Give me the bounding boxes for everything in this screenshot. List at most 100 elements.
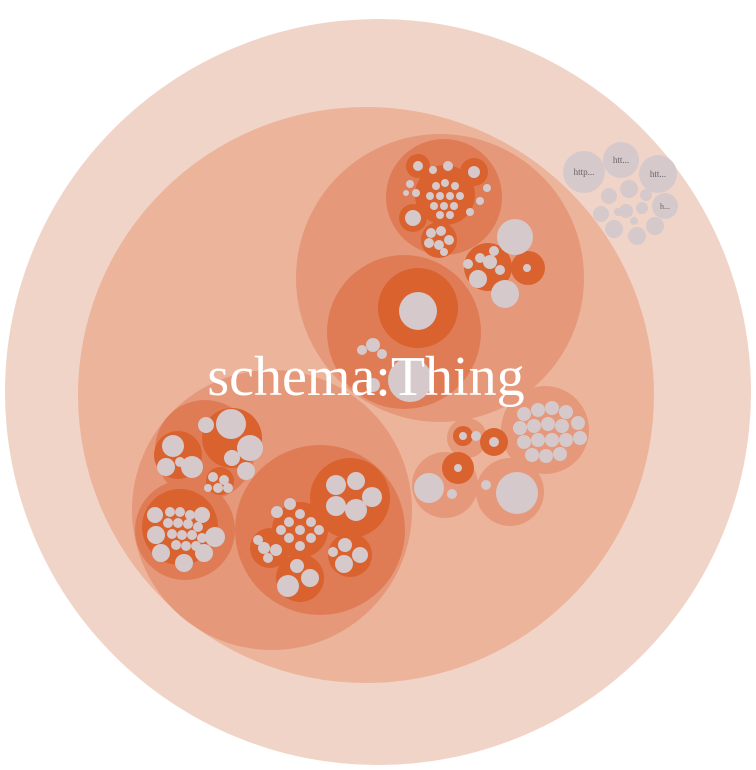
side-leaf[interactable] bbox=[620, 180, 638, 198]
leaf-circle[interactable] bbox=[497, 219, 533, 255]
leaf-circle[interactable] bbox=[513, 421, 527, 435]
leaf-circle[interactable] bbox=[539, 449, 553, 463]
leaf-circle[interactable] bbox=[454, 464, 462, 472]
leaf-circle[interactable] bbox=[483, 255, 497, 269]
leaf-circle[interactable] bbox=[463, 259, 473, 269]
leaf-circle[interactable] bbox=[531, 403, 545, 417]
leaf-circle[interactable] bbox=[441, 179, 449, 187]
leaf-circle[interactable] bbox=[399, 292, 437, 330]
leaf-circle[interactable] bbox=[436, 192, 444, 200]
leaf-circle[interactable] bbox=[476, 197, 484, 205]
leaf-circle[interactable] bbox=[216, 409, 246, 439]
side-leaf[interactable] bbox=[646, 217, 664, 235]
leaf-circle[interactable] bbox=[531, 433, 545, 447]
leaf-circle[interactable] bbox=[471, 431, 481, 441]
leaf-circle[interactable] bbox=[559, 433, 573, 447]
leaf-circle[interactable] bbox=[573, 431, 587, 445]
leaf-circle[interactable] bbox=[468, 166, 480, 178]
leaf-circle[interactable] bbox=[447, 489, 457, 499]
leaf-circle[interactable] bbox=[429, 166, 437, 174]
leaf-circle[interactable] bbox=[545, 401, 559, 415]
side-leaf[interactable] bbox=[636, 202, 648, 214]
leaf-circle[interactable] bbox=[553, 447, 567, 461]
leaf-circle[interactable] bbox=[413, 161, 423, 171]
leaf-circle[interactable] bbox=[162, 435, 184, 457]
leaf-circle[interactable] bbox=[475, 253, 485, 263]
leaf-circle[interactable] bbox=[555, 419, 569, 433]
leaf-circle[interactable] bbox=[430, 202, 438, 210]
leaf-circle[interactable] bbox=[481, 480, 491, 490]
leaf-circle[interactable] bbox=[571, 416, 585, 430]
leaf-circle[interactable] bbox=[377, 349, 387, 359]
leaf-circle[interactable] bbox=[347, 472, 365, 490]
side-leaf[interactable] bbox=[593, 206, 609, 222]
leaf-circle[interactable] bbox=[284, 533, 294, 543]
leaf-circle[interactable] bbox=[469, 270, 487, 288]
leaf-circle[interactable] bbox=[338, 538, 352, 552]
leaf-circle[interactable] bbox=[258, 542, 270, 554]
leaf-circle[interactable] bbox=[446, 192, 454, 200]
leaf-circle[interactable] bbox=[326, 496, 346, 516]
leaf-circle[interactable] bbox=[440, 202, 448, 210]
leaf-circle[interactable] bbox=[306, 533, 316, 543]
side-leaf[interactable] bbox=[614, 208, 622, 216]
leaf-circle[interactable] bbox=[147, 526, 165, 544]
leaf-circle[interactable] bbox=[443, 161, 453, 171]
leaf-circle[interactable] bbox=[175, 457, 185, 467]
leaf-circle[interactable] bbox=[541, 417, 555, 431]
leaf-circle[interactable] bbox=[406, 180, 414, 188]
leaf-circle[interactable] bbox=[193, 522, 203, 532]
leaf-circle[interactable] bbox=[366, 338, 380, 352]
leaf-circle[interactable] bbox=[328, 547, 338, 557]
leaf-circle[interactable] bbox=[352, 547, 368, 563]
side-leaf[interactable] bbox=[563, 151, 605, 193]
leaf-circle[interactable] bbox=[545, 433, 559, 447]
leaf-circle[interactable] bbox=[466, 208, 474, 216]
leaf-circle[interactable] bbox=[237, 462, 255, 480]
leaf-circle[interactable] bbox=[198, 417, 214, 433]
leaf-circle[interactable] bbox=[191, 541, 201, 551]
leaf-circle[interactable] bbox=[403, 190, 409, 196]
leaf-circle[interactable] bbox=[253, 535, 263, 545]
leaf-circle[interactable] bbox=[426, 228, 436, 238]
leaf-circle[interactable] bbox=[181, 456, 203, 478]
leaf-circle[interactable] bbox=[440, 248, 448, 256]
leaf-circle[interactable] bbox=[147, 507, 163, 523]
leaf-circle[interactable] bbox=[436, 226, 446, 236]
leaf-circle[interactable] bbox=[306, 517, 316, 527]
leaf-circle[interactable] bbox=[295, 525, 305, 535]
side-leaf[interactable] bbox=[628, 227, 646, 245]
leaf-circle[interactable] bbox=[335, 555, 353, 573]
leaf-circle[interactable] bbox=[187, 530, 197, 540]
leaf-circle[interactable] bbox=[173, 518, 183, 528]
leaf-circle[interactable] bbox=[483, 184, 491, 192]
leaf-circle[interactable] bbox=[276, 525, 286, 535]
leaf-circle[interactable] bbox=[412, 189, 420, 197]
leaf-circle[interactable] bbox=[277, 575, 299, 597]
leaf-circle[interactable] bbox=[523, 264, 531, 272]
leaf-circle[interactable] bbox=[271, 506, 283, 518]
leaf-circle[interactable] bbox=[205, 527, 225, 547]
leaf-circle[interactable] bbox=[426, 192, 434, 200]
leaf-circle[interactable] bbox=[459, 432, 467, 440]
leaf-circle[interactable] bbox=[446, 211, 454, 219]
leaf-circle[interactable] bbox=[495, 265, 505, 275]
leaf-circle[interactable] bbox=[175, 507, 185, 517]
leaf-circle[interactable] bbox=[185, 510, 195, 520]
leaf-circle[interactable] bbox=[491, 280, 519, 308]
leaf-circle[interactable] bbox=[489, 246, 499, 256]
side-leaf[interactable] bbox=[652, 193, 678, 219]
side-leaf[interactable] bbox=[603, 142, 639, 178]
side-leaf[interactable] bbox=[630, 217, 638, 225]
leaf-circle[interactable] bbox=[263, 553, 273, 563]
leaf-circle[interactable] bbox=[290, 559, 304, 573]
leaf-circle[interactable] bbox=[388, 358, 432, 402]
leaf-circle[interactable] bbox=[345, 499, 367, 521]
leaf-circle[interactable] bbox=[366, 378, 380, 392]
leaf-circle[interactable] bbox=[167, 529, 177, 539]
leaf-circle[interactable] bbox=[152, 544, 170, 562]
side-leaf[interactable] bbox=[639, 155, 677, 193]
leaf-circle[interactable] bbox=[219, 475, 229, 485]
leaf-circle[interactable] bbox=[559, 405, 573, 419]
level-4-circle[interactable] bbox=[415, 165, 475, 225]
